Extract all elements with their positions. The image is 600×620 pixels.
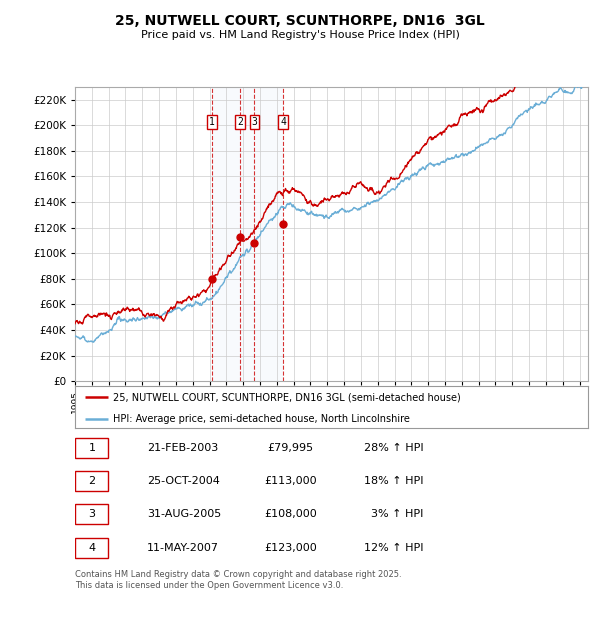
Bar [212,87,283,381]
Text: 1: 1 [209,117,215,127]
Bar [75,471,109,491]
Text: 28% ↑ HPI: 28% ↑ HPI [364,443,424,453]
Text: 25, NUTWELL COURT, SCUNTHORPE, DN16 3GL (semi-detached house): 25, NUTWELL COURT, SCUNTHORPE, DN16 3GL … [113,392,461,402]
Text: Price paid vs. HM Land Registry's House Price Index (HPI): Price paid vs. HM Land Registry's House … [140,30,460,40]
Text: 3: 3 [251,117,257,127]
Text: HPI: Average price, semi-detached house, North Lincolnshire: HPI: Average price, semi-detached house,… [113,414,410,423]
Text: 25-OCT-2004: 25-OCT-2004 [147,476,220,486]
Text: 11-MAY-2007: 11-MAY-2007 [147,542,219,552]
Bar [75,504,109,525]
Text: 18% ↑ HPI: 18% ↑ HPI [364,476,424,486]
Text: 1: 1 [88,443,95,453]
Text: £123,000: £123,000 [264,542,317,552]
Text: £108,000: £108,000 [264,509,317,519]
Text: 21-FEB-2003: 21-FEB-2003 [147,443,218,453]
Bar [75,438,109,458]
Text: Contains HM Land Registry data © Crown copyright and database right 2025.
This d: Contains HM Land Registry data © Crown c… [75,570,401,590]
Text: 3% ↑ HPI: 3% ↑ HPI [371,509,424,519]
Text: 3: 3 [88,509,95,519]
Text: 12% ↑ HPI: 12% ↑ HPI [364,542,424,552]
Text: 2: 2 [237,117,243,127]
Text: 4: 4 [280,117,286,127]
Text: 4: 4 [88,542,95,552]
Text: 25, NUTWELL COURT, SCUNTHORPE, DN16  3GL: 25, NUTWELL COURT, SCUNTHORPE, DN16 3GL [115,14,485,28]
Bar [75,538,109,557]
Text: 2: 2 [88,476,95,486]
Text: £113,000: £113,000 [264,476,317,486]
Text: £79,995: £79,995 [268,443,314,453]
Text: 31-AUG-2005: 31-AUG-2005 [147,509,221,519]
